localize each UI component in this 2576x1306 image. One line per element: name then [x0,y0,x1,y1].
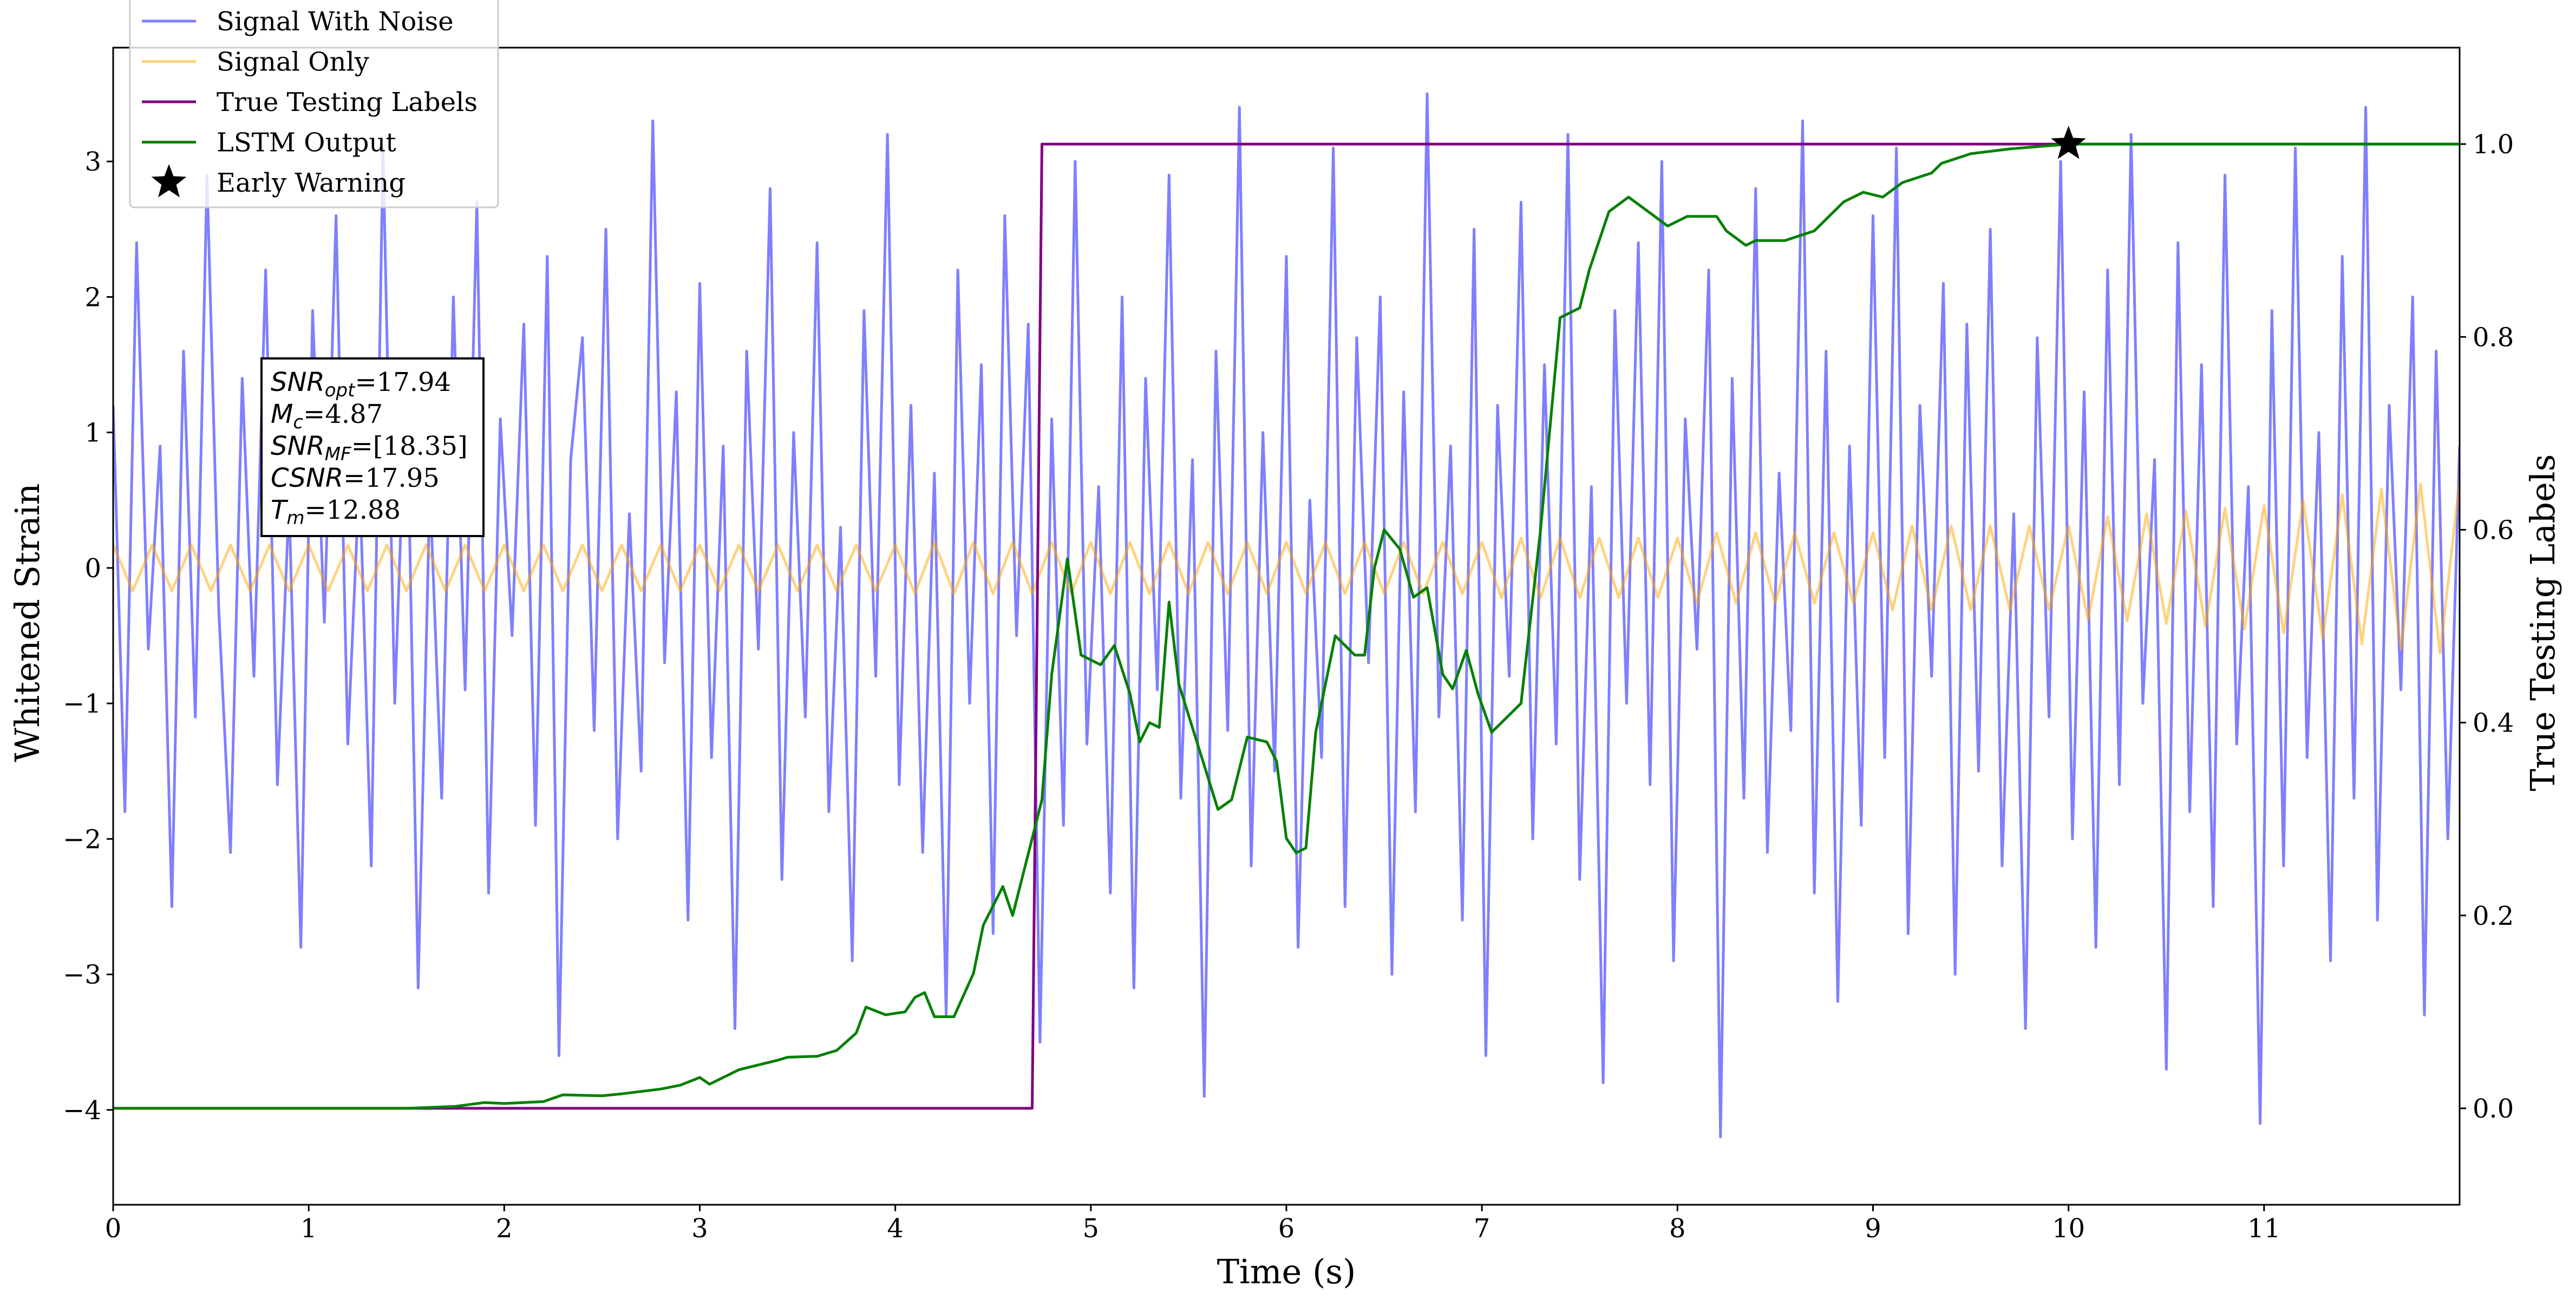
x-tick-label: 2 [496,1213,513,1244]
info-subscript: m [286,507,304,529]
y2-tick-label: 0.8 [2473,322,2514,352]
info-line: Tm=12.88 [271,495,401,529]
legend-label: LSTM Output [217,128,396,158]
info-value: =4.87 [303,399,383,429]
legend-label: Signal Only [217,47,369,77]
x-tick-label: 4 [887,1213,904,1244]
info-line: Mc=4.87 [271,399,383,433]
legend-label: Signal With Noise [217,6,454,37]
info-value: =17.95 [343,463,440,493]
info-value: =[18.35] [351,431,468,461]
info-box-frame [260,357,485,537]
y-tick-label: 3 [84,147,101,177]
x-tick-label: 3 [691,1213,708,1244]
info-symbol: SNR [271,431,325,461]
y2-tick-label: 0.0 [2473,1094,2514,1124]
axes-frame [112,47,2461,1206]
x-tick-label: 7 [1474,1213,1490,1244]
info-symbol: SNR [271,367,325,397]
legend-label: True Testing Labels [217,87,478,117]
y2-tick-label: 0.6 [2473,515,2514,545]
y2-tick-label: 1.0 [2473,129,2514,160]
series-line [113,142,2460,1110]
y-tick-label: −2 [63,824,101,854]
y-tick-label: 0 [84,553,101,584]
info-box: SNRopt=17.94Mc=4.87SNRMF=[18.35]CSNR=17.… [260,357,485,537]
info-subscript: opt [325,380,356,401]
series-line [113,142,2460,1110]
info-value: =17.94 [355,367,451,397]
legend-label: Early Warning [217,168,406,198]
y-tick-label: −4 [63,1095,101,1126]
x-tick-label: 5 [1083,1213,1100,1244]
info-value: =12.88 [304,495,401,525]
series-line [113,92,2460,1139]
info-symbol: M [271,399,293,429]
y-tick-label: 1 [84,418,101,448]
plot-area [113,92,2460,1139]
legend-swatch [151,164,187,198]
legend: Signal With Noise Signal Only True Testing… [129,0,499,208]
info-symbol: CSNR [271,463,343,493]
y2-axis-label: True Testing Labels [2523,454,2562,792]
x-tick-label: 9 [1865,1213,1881,1244]
y-tick-label: 2 [84,282,101,312]
legend-box [129,0,499,208]
info-line: SNRopt=17.94 [271,367,451,401]
x-tick-label: 6 [1278,1213,1295,1244]
y-tick-label: −3 [63,960,101,990]
x-tick-label: 0 [105,1213,122,1244]
info-subscript: c [293,412,303,433]
early-warning-marker [2051,126,2086,159]
y2-tick-label: 0.2 [2473,901,2514,931]
x-tick-label: 1 [300,1213,317,1244]
x-tick-label: 11 [2247,1213,2280,1244]
x-tick-label: 8 [1669,1213,1686,1244]
series-line [113,481,2460,655]
info-subscript: MF [325,443,351,465]
y-tick-label: −1 [63,689,101,719]
x-axis-label: Time (s) [1217,1252,1356,1291]
x-tick-label: 10 [2052,1213,2085,1244]
y2-tick-label: 0.4 [2473,708,2514,739]
y-axis-label: Whitened Strain [8,484,47,762]
info-line: CSNR=17.95 [271,463,440,493]
info-symbol: T [271,495,289,525]
info-line: SNRMF=[18.35] [271,431,468,465]
